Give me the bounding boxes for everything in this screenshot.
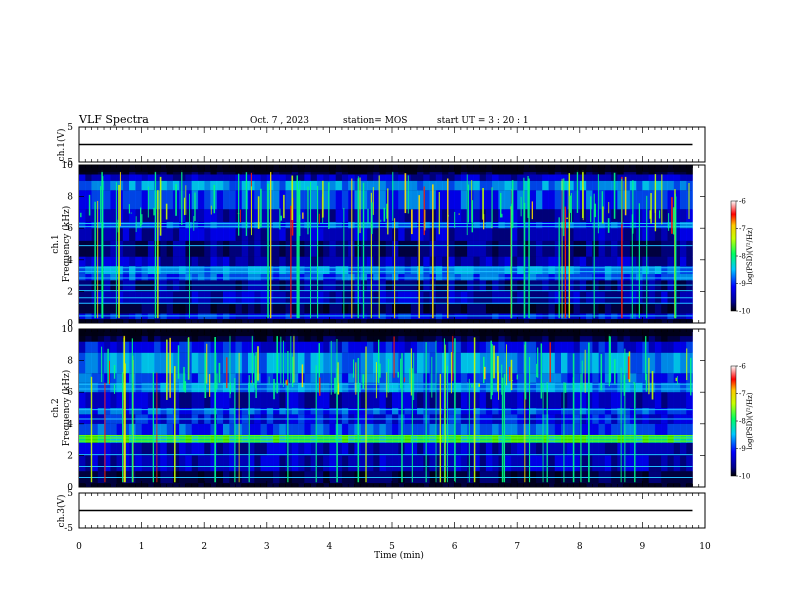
frequency-tick-label: 2 [67,287,73,297]
start-time-label: start UT = 3 : 20 : 1 [437,116,529,126]
frequency-tick-label: 0 [67,483,73,493]
x-tick-label: 5 [389,542,395,552]
colorbar-tick-label: -6 [739,198,746,206]
colorbar-tick-label: -8 [739,253,746,261]
ch1-colorbar-label: log(PSD)(V²/Hz) [746,227,754,284]
frequency-tick-label: 6 [67,224,73,234]
x-tick-label: 2 [201,542,207,552]
colorbar-tick-label: -8 [739,418,746,426]
x-tick-label: 1 [139,542,145,552]
ch1-channel-ylabel: ch.1 [51,234,61,253]
x-tick-label: 6 [452,542,458,552]
x-tick-label: 7 [514,542,520,552]
ch3-voltage-ylabel: ch.3(V) [56,495,67,528]
colorbar-tick-label: -7 [739,390,746,398]
frequency-tick-label: 4 [67,256,73,266]
ch2-frequency-ylabel: Frequency (kHz) [61,370,72,447]
colorbar-tick-label: -9 [739,445,746,453]
colorbar-tick-label: -10 [739,473,750,481]
ch1-spectrogram [79,165,693,323]
ch2-colorbar-label: log(PSD)(V²/Hz) [746,392,754,449]
time-xlabel: Time (min) [374,550,424,561]
voltage-tick-label: 5 [67,489,73,499]
ch2-channel-ylabel: ch.2 [51,398,61,417]
ch2-colorbar: -6 -7 -8 -9 -10 log(PSD)(V²/Hz) [730,363,754,481]
colorbar-tick-label: -9 [739,280,746,288]
x-tick-label: 8 [577,542,583,552]
frequency-tick-label: 4 [67,420,73,430]
frequency-tick-label: 8 [67,357,73,367]
colorbar-tick-label: -10 [739,308,750,316]
ch1-voltage-ylabel: ch.1(V) [56,129,67,162]
colorbar-tick-label: -7 [739,225,746,233]
x-tick-label: 0 [76,542,82,552]
figure-title: VLF Spectra [78,113,149,126]
station-label: station= MOS [343,116,407,126]
voltage-tick-label: 5 [67,123,73,133]
x-tick-label: 9 [640,542,646,552]
frequency-tick-label: 2 [67,451,73,461]
ch1-colorbar: -6 -7 -8 -9 -10 log(PSD)(V²/Hz) [730,198,754,316]
ch1-frequency-ylabel: Frequency (kHz) [61,206,72,283]
frequency-tick-label: 8 [67,193,73,203]
x-tick-label: 3 [264,542,270,552]
frequency-tick-label: 10 [62,325,74,335]
frequency-tick-label: 0 [67,319,73,329]
colorbar-tick-label: -6 [739,363,746,371]
date-label: Oct. 7 , 2023 [250,116,309,126]
ch2-spectrogram [79,329,693,487]
voltage-tick-label: -5 [64,158,73,168]
voltage-tick-label: -5 [64,524,73,534]
frequency-tick-label: 6 [67,388,73,398]
x-tick-label: 4 [327,542,333,552]
x-tick-label: 10 [699,542,711,552]
frequency-tick-label: 10 [62,161,74,171]
